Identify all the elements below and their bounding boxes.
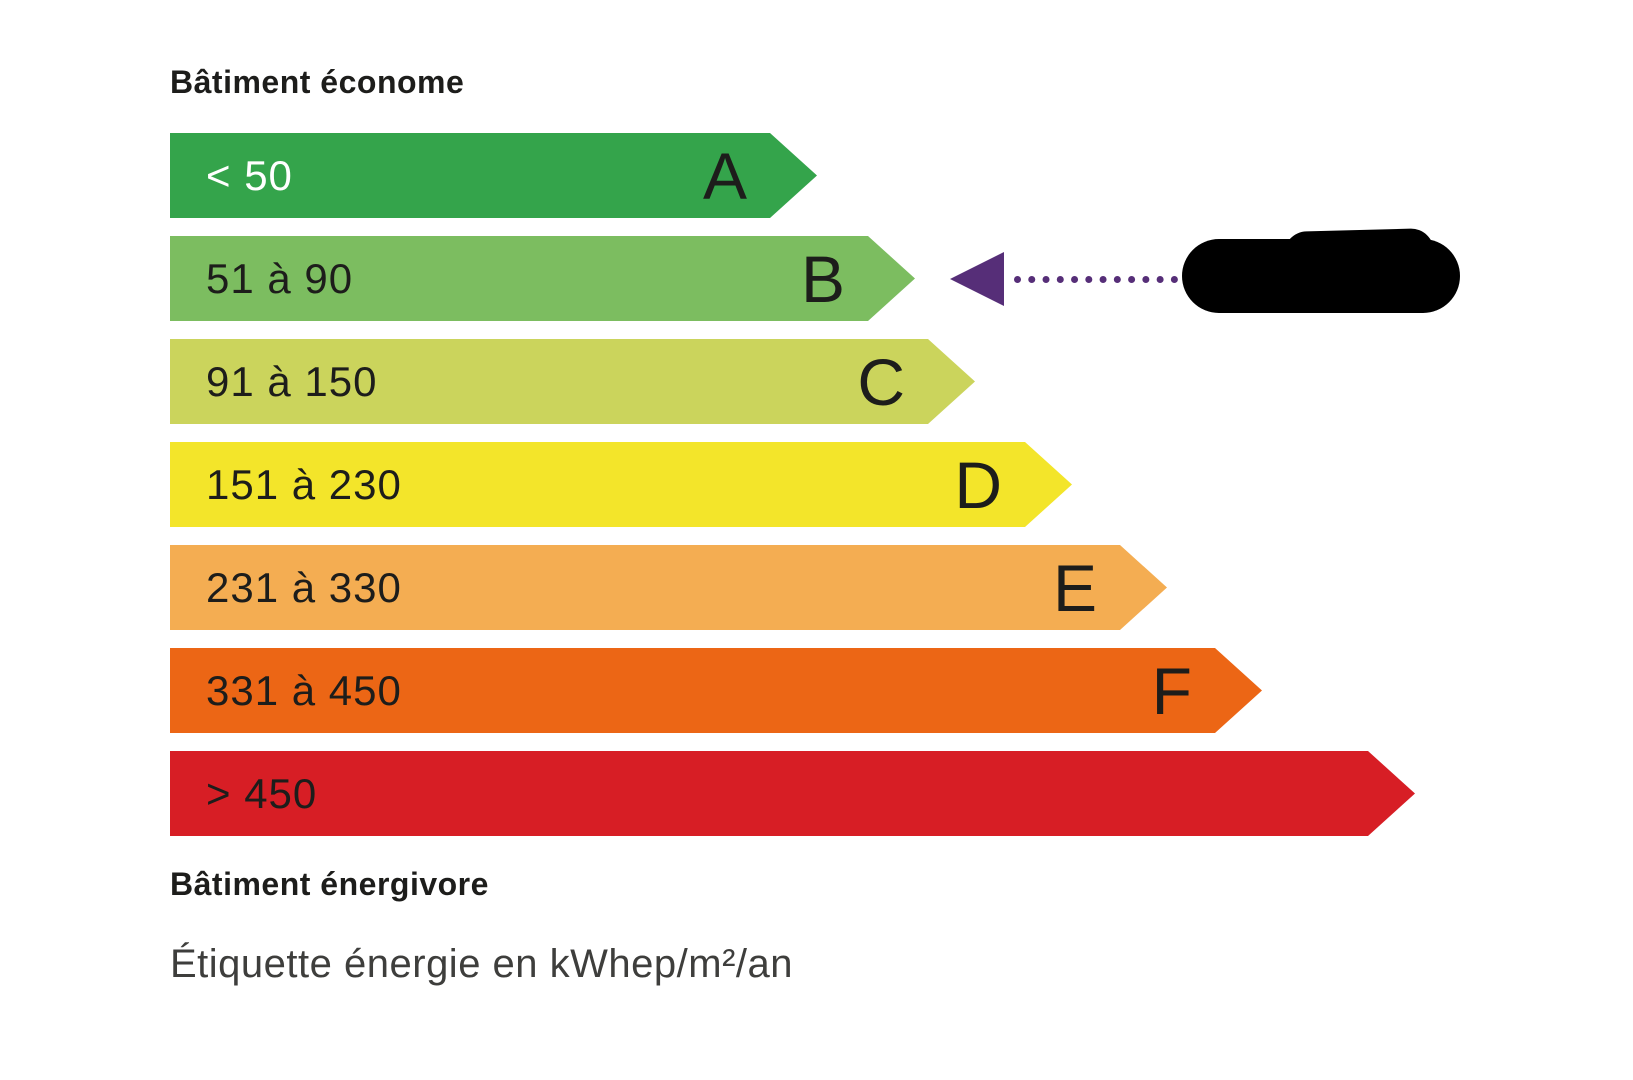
class-letter: E <box>1052 550 1097 625</box>
class-range-label: < 50 <box>206 151 293 199</box>
dotted-line-connector <box>1014 276 1178 283</box>
energy-class-bar-a: < 50 A <box>170 133 817 218</box>
class-letter: A <box>702 138 747 213</box>
energy-class-bar-g: > 450 <box>170 751 1415 836</box>
class-range-label: > 450 <box>206 769 318 817</box>
class-range-label: 231 à 330 <box>206 563 402 611</box>
class-range-label: 331 à 450 <box>206 666 402 714</box>
energy-intensive-building-label: Bâtiment énergivore <box>170 866 489 902</box>
energy-class-bar-e: 231 à 330 E <box>170 545 1167 630</box>
class-letter: F <box>1151 653 1192 728</box>
class-range-label: 91 à 150 <box>206 357 378 405</box>
energy-class-bar-f: 331 à 450 F <box>170 648 1262 733</box>
class-range-label: 151 à 230 <box>206 460 402 508</box>
redacted-value-blob-bump <box>1283 228 1435 278</box>
economical-building-label: Bâtiment économe <box>170 64 465 100</box>
energy-class-bar-d: 151 à 230 D <box>170 442 1072 527</box>
energy-class-bar-c: 91 à 150 C <box>170 339 975 424</box>
energy-class-bar-b: 51 à 90 B <box>170 236 915 321</box>
class-letter: B <box>800 241 845 316</box>
class-range-label: 51 à 90 <box>206 254 354 302</box>
redacted-value-blob <box>1182 228 1460 313</box>
class-letter: C <box>857 344 905 419</box>
energy-label-caption: Étiquette énergie en kWhep/m²/an <box>170 942 794 986</box>
class-letter: D <box>954 447 1002 522</box>
energy-class-bars: < 50 A 51 à 90 B 91 à 150 C 151 à 230 D … <box>170 133 1415 854</box>
arrow-left-icon <box>950 252 1004 306</box>
